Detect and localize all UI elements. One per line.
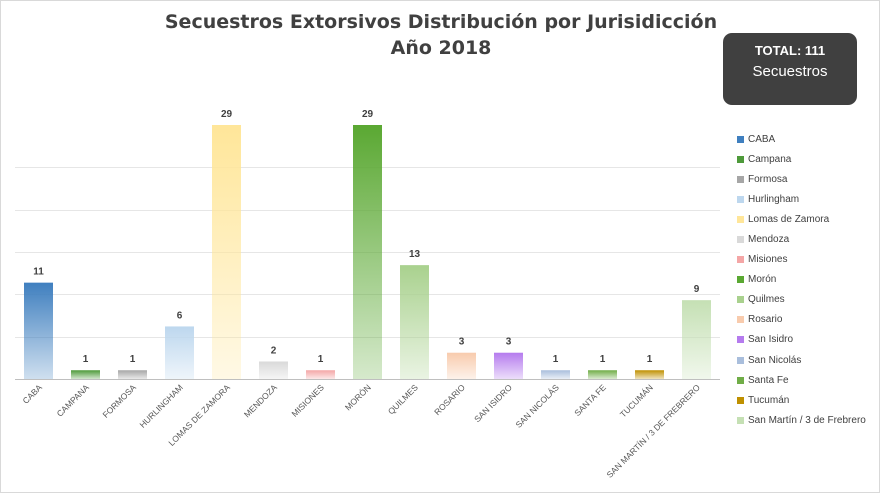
bar <box>494 352 523 379</box>
chart-title-line1: Secuestros Extorsivos Distribución por J… <box>164 11 718 33</box>
tick-label: SAN MARTÍN / 3 DE FREBRERO <box>604 382 702 480</box>
legend-label: Misiones <box>748 254 788 266</box>
tick-label: MISIONES <box>289 382 326 419</box>
legend-label: Formosa <box>748 173 788 185</box>
legend-swatch <box>737 376 744 384</box>
legend-label: Lomas de Zamora <box>748 213 830 225</box>
tick-label: SANTA FE <box>572 382 608 418</box>
tick-label: FORMOSA <box>100 382 138 420</box>
legend-item: Hurlingham <box>737 189 877 209</box>
bar <box>400 265 429 379</box>
legend-swatch <box>737 276 744 284</box>
legend-item: CABA <box>737 129 877 149</box>
legend-swatch <box>737 256 744 264</box>
legend-label: Morón <box>748 274 777 286</box>
data-label: 3 <box>459 337 465 348</box>
chart-title: Secuestros Extorsivos Distribución por J… <box>161 9 721 61</box>
bar <box>165 326 194 379</box>
legend-item: San Isidro <box>737 330 877 350</box>
legend-label: San Martín / 3 de Frebrero <box>748 414 866 426</box>
legend-label: San Isidro <box>748 334 794 346</box>
data-label: 9 <box>694 284 700 295</box>
legend-item: Lomas de Zamora <box>737 209 877 229</box>
data-label: 1 <box>600 354 606 365</box>
bar <box>682 300 711 379</box>
data-label: 1 <box>647 354 653 365</box>
total-sublabel: Secuestros <box>752 63 828 80</box>
legend-swatch <box>737 175 744 183</box>
legend-item: Misiones <box>737 250 877 270</box>
legend: CABA Campana Formosa Hurlingham Lomas de Zam… <box>737 129 877 430</box>
data-label: 1 <box>130 354 136 365</box>
data-label: 29 <box>221 109 233 120</box>
bar <box>353 125 382 379</box>
chart-title-line2: Año 2018 <box>390 37 492 59</box>
legend-item: Formosa <box>737 169 877 189</box>
tick-label: SAN NICOLÁS <box>513 382 561 430</box>
legend-swatch <box>737 155 744 163</box>
tick-label: HURLINGHAM <box>137 382 184 429</box>
legend-swatch <box>737 215 744 223</box>
data-label: 1 <box>83 354 89 365</box>
data-label: 11 <box>33 267 44 278</box>
legend-item: Mendoza <box>737 229 877 249</box>
data-label: 3 <box>506 337 512 348</box>
bar <box>259 361 288 379</box>
legend-label: Santa Fe <box>748 374 789 386</box>
total-label: TOTAL: 111 <box>754 43 826 58</box>
legend-label: San Nicolás <box>748 354 802 366</box>
legend-item: San Nicolás <box>737 350 877 370</box>
legend-label: CABA <box>748 133 776 145</box>
data-label: 6 <box>177 310 183 321</box>
legend-swatch <box>737 135 744 143</box>
bar <box>306 370 335 379</box>
bar <box>588 370 617 379</box>
data-label: 29 <box>362 109 374 120</box>
legend-label: Mendoza <box>748 234 790 246</box>
legend-swatch <box>737 416 744 424</box>
data-label: 1 <box>318 354 324 365</box>
legend-swatch <box>737 356 744 364</box>
legend-item: San Martín / 3 de Frebrero <box>737 410 877 430</box>
data-label: 1 <box>553 354 559 365</box>
legend-swatch <box>737 195 744 203</box>
tick-label: ROSARIO <box>432 382 467 417</box>
legend-swatch <box>737 336 744 344</box>
legend-item: Santa Fe <box>737 370 877 390</box>
legend-item: Morón <box>737 270 877 290</box>
legend-label: Tucumán <box>748 394 790 406</box>
tick-label: MORÓN <box>343 382 373 412</box>
bar <box>24 282 53 379</box>
legend-swatch <box>737 396 744 404</box>
legend-label: Campana <box>748 153 792 165</box>
legend-item: Tucumán <box>737 390 877 410</box>
legend-swatch <box>737 236 744 244</box>
bar <box>635 370 664 379</box>
legend-swatch <box>737 316 744 324</box>
legend-label: Rosario <box>748 314 783 326</box>
total-box: TOTAL: 111 Secuestros <box>723 33 857 105</box>
bar <box>447 352 476 379</box>
bar <box>71 370 100 379</box>
legend-label: Hurlingham <box>748 193 800 205</box>
bar <box>212 125 241 379</box>
legend-swatch <box>737 296 744 304</box>
data-label: 2 <box>271 345 277 356</box>
legend-item: Rosario <box>737 310 877 330</box>
bar <box>118 370 147 379</box>
tick-label: MENDOZA <box>242 382 279 419</box>
legend-item: Quilmes <box>737 290 877 310</box>
data-label: 13 <box>409 249 421 260</box>
tick-label: CAMPANA <box>55 382 92 419</box>
tick-label: SAN ISIDRO <box>472 382 514 424</box>
tick-label: QUILMES <box>386 382 420 416</box>
tick-label: TUCUMÁN <box>618 382 655 419</box>
legend-label: Quilmes <box>748 294 785 306</box>
legend-item: Campana <box>737 149 877 169</box>
bar <box>541 370 570 379</box>
tick-label: CABA <box>20 382 44 406</box>
